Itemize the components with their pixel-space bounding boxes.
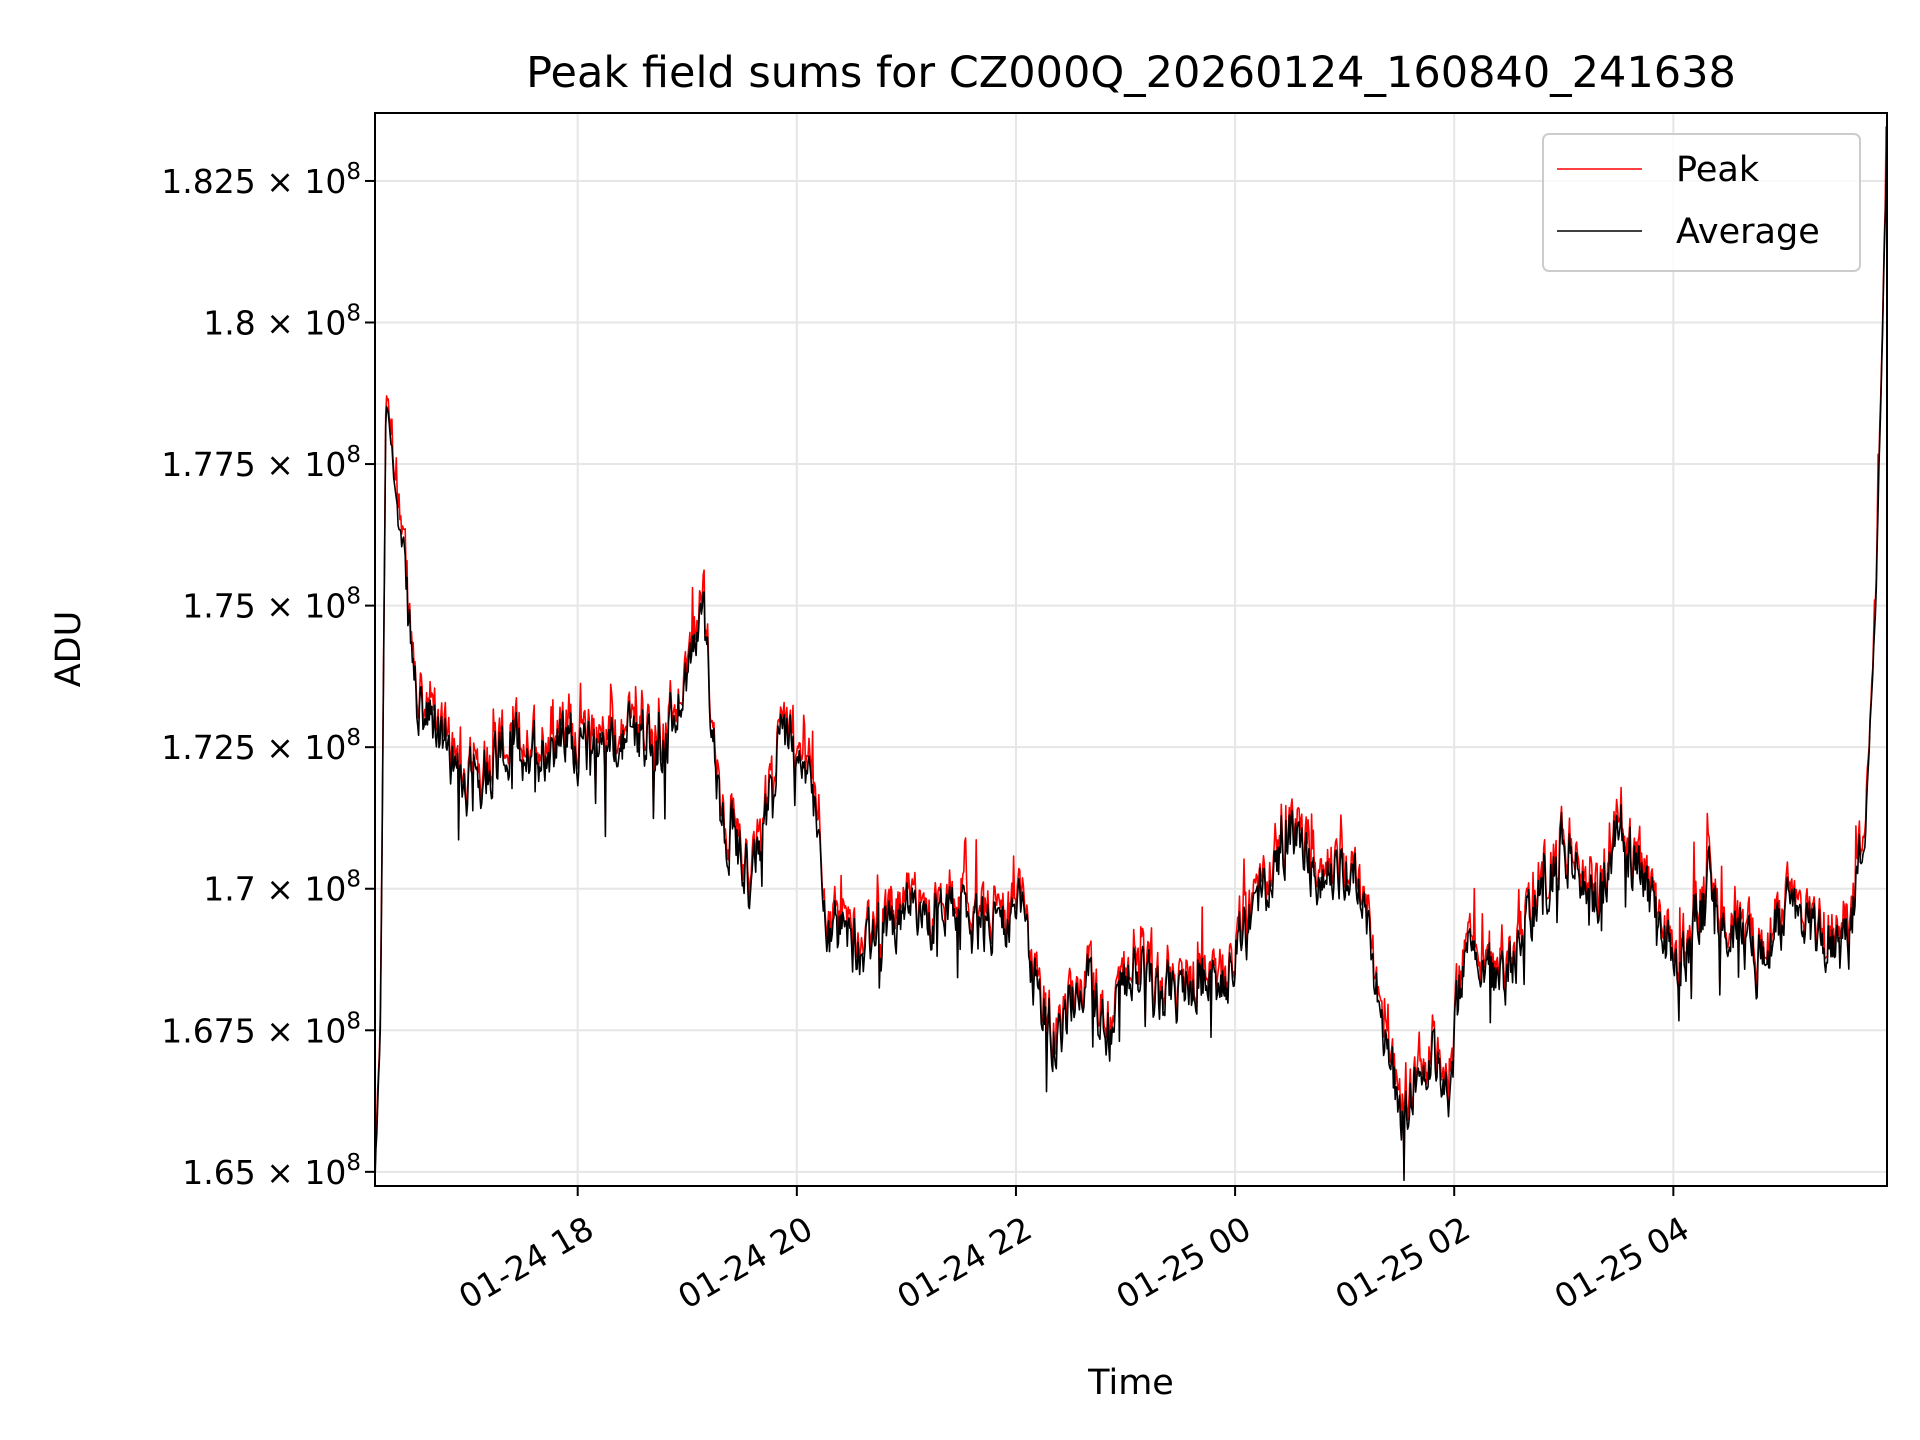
chart-title: Peak field sums for CZ000Q_20260124_1608… (526, 48, 1736, 98)
y-tick-label: 1.775 × 108 (161, 442, 361, 484)
grid-lines (375, 113, 1887, 1186)
x-axis-label: Time (1087, 1363, 1174, 1403)
y-tick-label: 1.7 × 108 (203, 867, 361, 909)
plot-frame (374, 112, 1888, 1187)
y-tick-label: 1.8 × 108 (203, 301, 361, 343)
legend-average-label: Average (1676, 212, 1820, 252)
series-lines (374, 126, 1888, 1182)
y-axis-label: ADU (49, 611, 89, 688)
y-tick-label: 1.65 × 108 (182, 1150, 361, 1192)
y-tick-label: 1.725 × 108 (161, 725, 361, 767)
legend-peak-label: Peak (1676, 150, 1760, 190)
y-tick-label: 1.75 × 108 (182, 584, 361, 626)
y-tick-label: 1.825 × 108 (161, 159, 361, 201)
plot-area-background (375, 113, 1887, 1186)
legend: Peak Average (1542, 133, 1861, 272)
average-series-line (374, 140, 1888, 1182)
y-tick-label: 1.675 × 108 (161, 1008, 361, 1050)
y-axis-ticks: 1.65 × 108 1.675 × 108 1.7 × 108 1.725 × 10… (161, 159, 375, 1192)
